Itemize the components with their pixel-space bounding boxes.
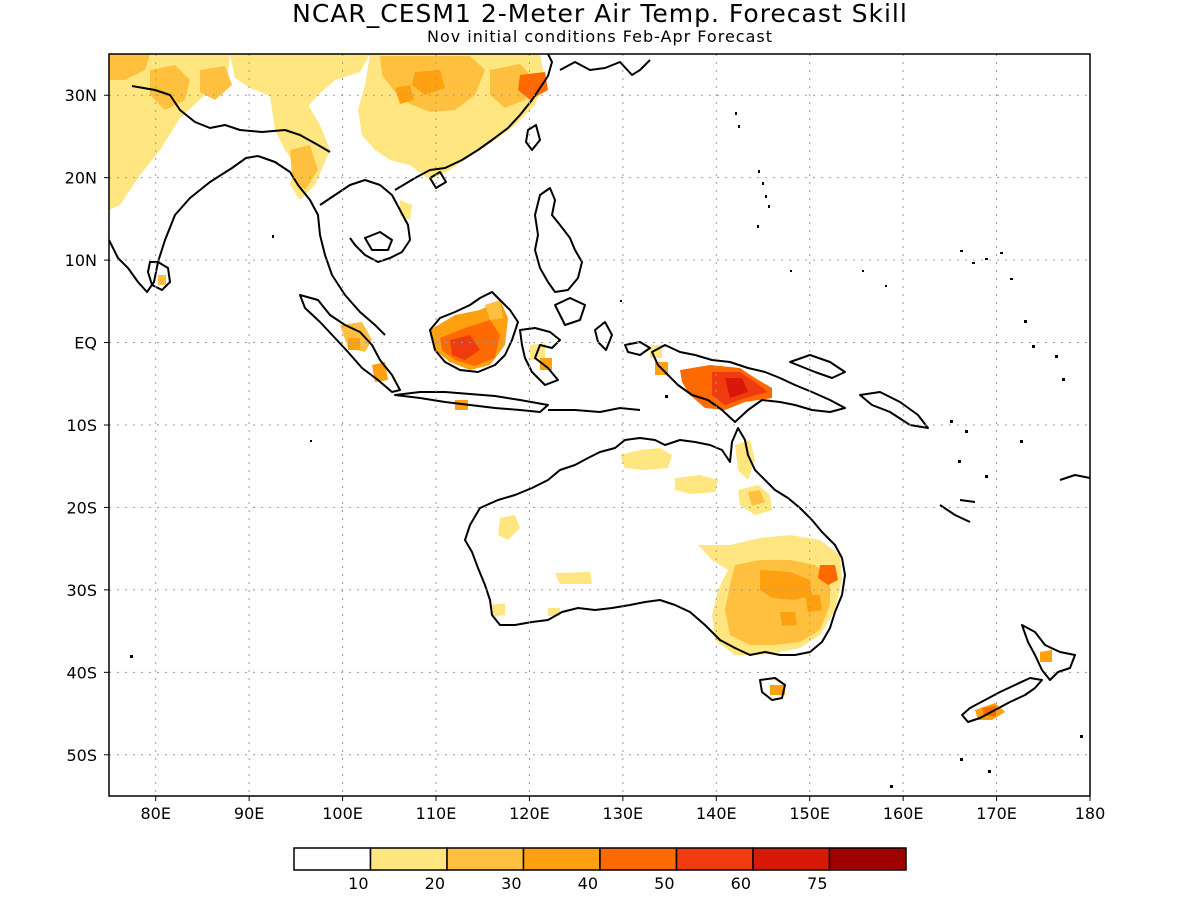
coastlines — [109, 54, 1090, 723]
coast-solomons — [859, 391, 929, 429]
lat-label: 30S — [66, 581, 97, 600]
coast-new-guinea — [651, 344, 846, 423]
coast-vanuatu — [939, 504, 971, 523]
legend-label: 10 — [348, 874, 368, 893]
longitude-labels: 80E 90E 100E 110E 120E 130E 140E 150E 160E 170E 18… — [140, 804, 1105, 823]
lon-label: 130E — [603, 804, 644, 823]
coast-sumatra — [299, 294, 401, 393]
map-frame — [108, 53, 1091, 797]
legend-swatch — [522, 847, 601, 871]
legend-label: 60 — [731, 874, 751, 893]
lon-label: 110E — [416, 804, 457, 823]
coast-java — [394, 391, 549, 413]
coast-nz-south — [961, 677, 1043, 723]
lat-label: 20N — [65, 169, 97, 188]
shading-asia — [109, 54, 548, 285]
legend-swatch — [293, 847, 372, 871]
coast-gulf-thailand — [364, 231, 393, 251]
lon-label: 120E — [509, 804, 550, 823]
latitude-labels: 30N 20N 10N EQ 10S 20S 30S 40S 50S — [65, 86, 97, 765]
shading-australia — [490, 440, 1052, 720]
coast-hainan — [429, 171, 447, 189]
chart-subtitle: Nov initial conditions Feb-Apr Forecast — [426, 27, 773, 46]
lat-label: 10N — [65, 251, 97, 270]
coast-himalaya — [131, 85, 331, 153]
coast-india — [109, 155, 259, 293]
lon-label: 180 — [1075, 804, 1106, 823]
coast-sulawesi — [519, 327, 561, 386]
coast-china — [394, 54, 553, 191]
legend-label: 30 — [501, 874, 521, 893]
lon-label: 150E — [789, 804, 830, 823]
lon-label: 80E — [140, 804, 170, 823]
lon-label: 170E — [976, 804, 1017, 823]
coast-nz-north — [1021, 624, 1076, 681]
lat-label: 10S — [66, 416, 97, 435]
map-layers — [109, 54, 1090, 788]
coast-tasmania — [759, 677, 786, 701]
legend-swatch — [675, 847, 754, 871]
legend-swatch — [828, 847, 907, 871]
legend-swatch — [446, 847, 525, 871]
small-islands — [130, 112, 1083, 788]
coast-japan — [559, 59, 651, 76]
coast-halmahera — [594, 321, 613, 351]
coast-mindanao — [554, 297, 586, 326]
coast-nusa-tenggara — [548, 407, 641, 413]
lat-label: EQ — [74, 334, 97, 353]
coast-philippines — [534, 187, 583, 293]
color-legend: 10 20 30 40 50 60 75 — [293, 847, 907, 893]
lat-label: 20S — [66, 498, 97, 517]
coast-seram — [624, 341, 651, 356]
legend-swatch — [599, 847, 678, 871]
legend-label: 40 — [578, 874, 598, 893]
lat-label: 50S — [66, 746, 97, 765]
map-grid — [104, 54, 1091, 801]
lon-label: 140E — [696, 804, 737, 823]
legend-label: 20 — [425, 874, 445, 893]
legend-label: 75 — [807, 874, 827, 893]
chart-title: NCAR_CESM1 2-Meter Air Temp. Forecast Sk… — [292, 0, 908, 28]
coast-malay — [257, 155, 386, 336]
coast-fiji — [1059, 474, 1090, 481]
legend-swatch — [752, 847, 831, 871]
lon-label: 160E — [883, 804, 924, 823]
lon-label: 90E — [234, 804, 264, 823]
legend-swatch — [369, 847, 448, 871]
coast-new-caledonia — [959, 499, 976, 503]
coast-borneo — [429, 291, 519, 373]
coast-indochina — [319, 179, 411, 263]
coast-australia — [464, 427, 846, 656]
lon-label: 100E — [322, 804, 363, 823]
coast-taiwan — [525, 124, 541, 151]
lat-label: 40S — [66, 663, 97, 682]
coast-new-britain — [789, 354, 846, 379]
lat-label: 30N — [65, 86, 97, 105]
coast-sri-lanka — [147, 261, 171, 291]
legend-label: 50 — [654, 874, 674, 893]
